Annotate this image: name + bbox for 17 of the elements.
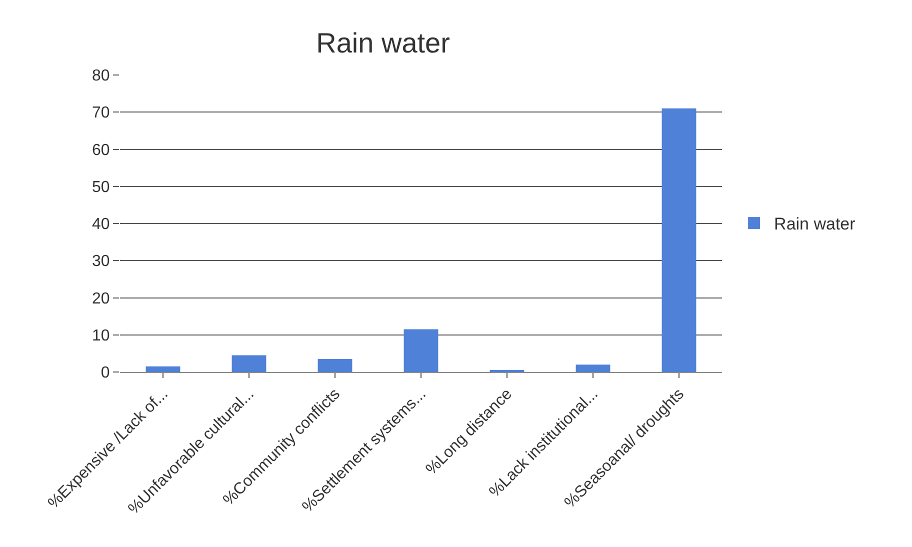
bar [146,366,180,372]
chart-title: Rain water [316,27,450,58]
y-tick-label: 60 [92,142,110,159]
y-tick-label: 80 [92,68,110,85]
y-tick-label: 40 [92,216,110,234]
y-tick-label: 10 [92,327,110,344]
bar [232,355,266,372]
bar [576,364,610,372]
y-tick-label: 0 [100,364,110,382]
y-tick-label: 70 [92,104,110,122]
legend-label: Rain water [774,214,856,234]
bar [404,329,438,372]
y-tick-label: 50 [92,178,110,196]
bar [318,359,352,372]
bar [662,108,696,372]
y-tick-label: 20 [92,290,110,308]
y-tick-label: 30 [92,253,110,270]
